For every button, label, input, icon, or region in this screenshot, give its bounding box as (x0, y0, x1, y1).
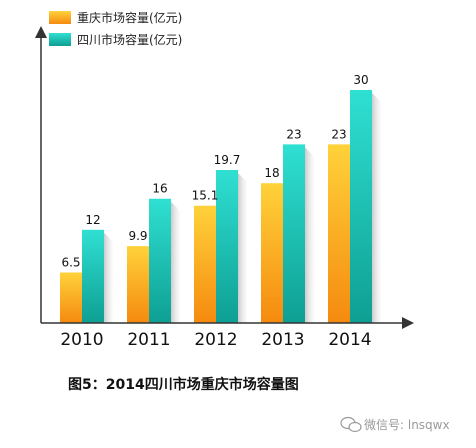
data-label: 19.7 (214, 153, 241, 167)
x-tick-label: 2012 (194, 330, 237, 350)
legend-swatch (49, 33, 71, 46)
bar-chongqing-2013 (261, 183, 283, 323)
data-label: 18 (264, 166, 279, 180)
bar-shadow (238, 172, 247, 323)
watermark-text: 微信号: lnsqwx (364, 418, 450, 432)
figure-caption: 图5：2014四川市场重庆市场容量图 (68, 376, 299, 393)
x-tick-label: 2014 (328, 330, 371, 350)
data-label: 30 (353, 73, 368, 87)
bar-sichuan-2014 (350, 90, 372, 323)
legend-label: 重庆市场容量(亿元) (77, 10, 182, 25)
watermark: 微信号: lnsqwx (340, 416, 450, 433)
legend-label: 四川市场容量(亿元) (77, 32, 182, 47)
data-label: 16 (152, 182, 167, 196)
data-label: 15.1 (192, 189, 219, 203)
data-label: 12 (85, 213, 100, 227)
bar-shadow (104, 232, 113, 323)
bars (60, 90, 372, 323)
wechat-logo (340, 416, 362, 433)
legend-swatch (49, 11, 71, 24)
bar-shadow (372, 93, 381, 323)
x-tick-label: 2013 (261, 330, 304, 350)
bar-chongqing-2012 (194, 205, 216, 323)
bar-shadow (171, 201, 180, 323)
value-labels: 6.5 12 9.9 16 15.1 19.7 18 23 23 30 (61, 73, 368, 270)
bar-shadow (305, 147, 314, 323)
data-label: 9.9 (128, 229, 147, 243)
bar-chongqing-2010 (60, 272, 82, 323)
x-tick-label: 2010 (60, 330, 103, 350)
bar-sichuan-2012 (216, 169, 238, 323)
x-tick-label: 2011 (127, 330, 170, 350)
data-label: 23 (331, 127, 346, 141)
bar-chongqing-2011 (127, 246, 149, 323)
bar-sichuan-2011 (149, 198, 171, 323)
legend: 重庆市场容量(亿元) 四川市场容量(亿元) (49, 10, 182, 47)
data-label: 23 (286, 127, 301, 141)
x-tick-labels: 2010 2011 2012 2013 2014 (60, 330, 371, 350)
bar-chongqing-2014 (328, 144, 350, 323)
bar-sichuan-2013 (283, 144, 305, 323)
bar-sichuan-2010 (82, 229, 104, 323)
data-label: 6.5 (61, 256, 80, 270)
